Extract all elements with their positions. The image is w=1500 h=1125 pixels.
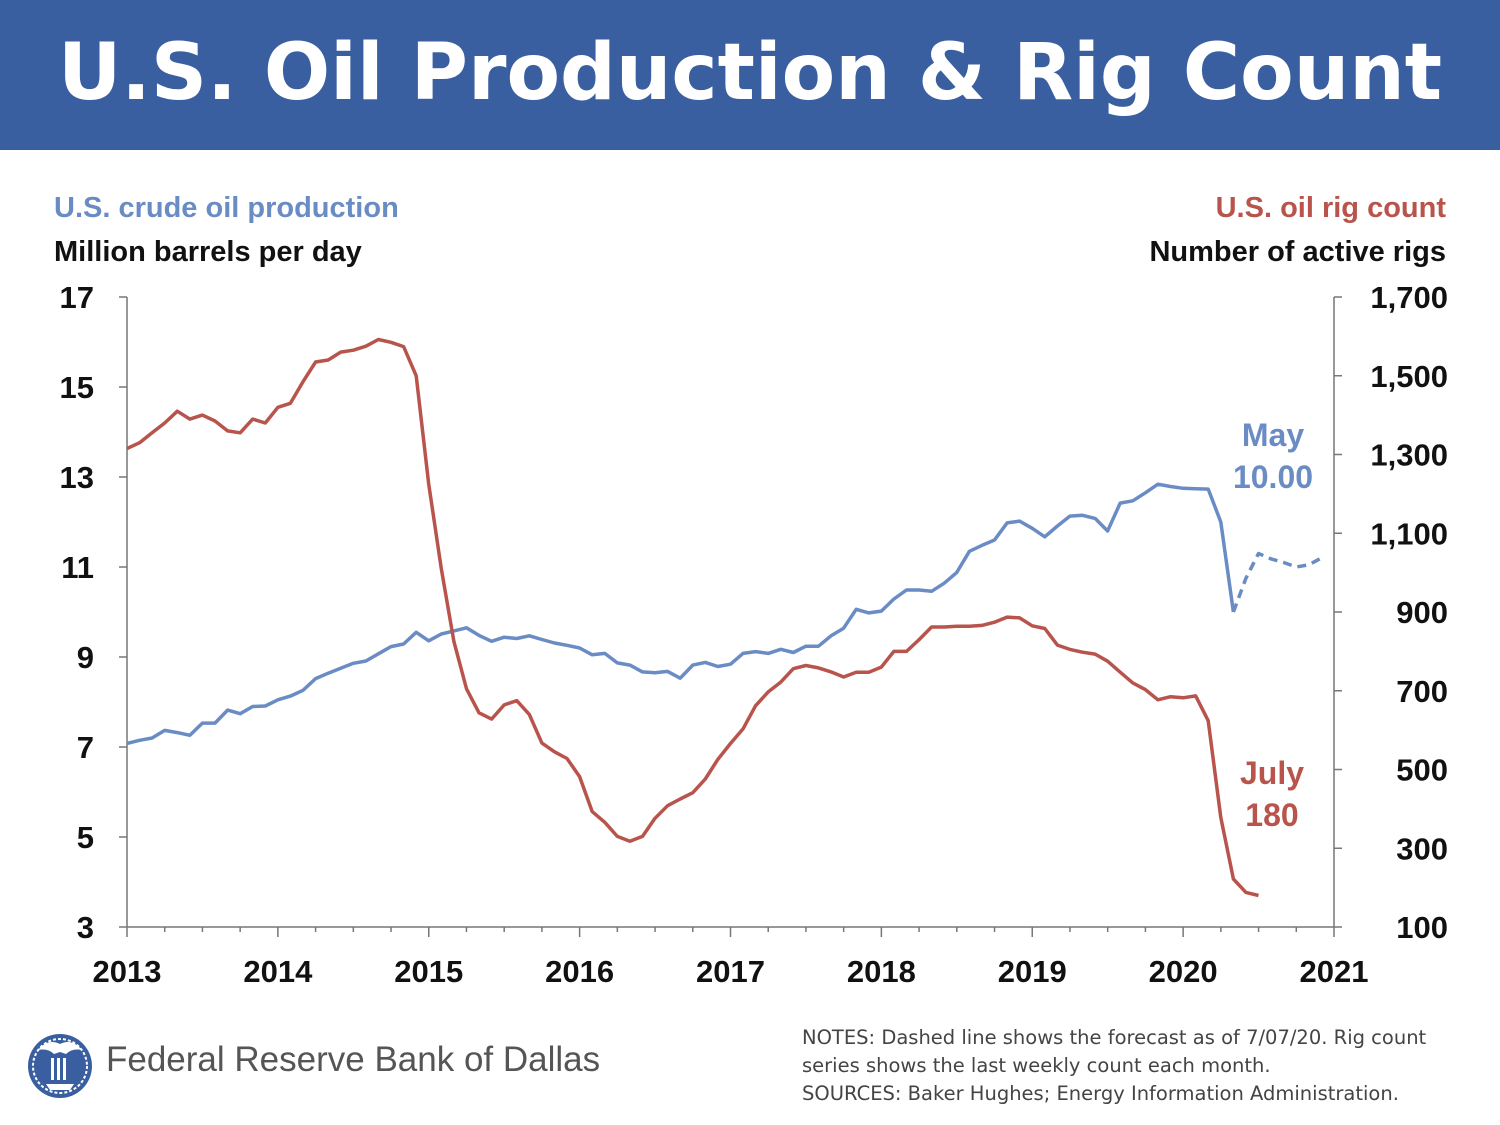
left-axis-series-label: U.S. crude oil production <box>54 192 399 224</box>
right-y-tick-label: 1,300 <box>1370 438 1448 473</box>
production-forecast-line <box>1231 551 1323 613</box>
x-tick-label: 2015 <box>394 954 463 989</box>
title-banner: U.S. Oil Production & Rig Count <box>0 0 1500 150</box>
right-axis-series-label: U.S. oil rig count <box>1215 192 1446 224</box>
right-y-tick-label: 1,700 <box>1370 280 1448 315</box>
right-y-tick-label: 700 <box>1396 674 1448 709</box>
x-tick-label: 2016 <box>545 954 614 989</box>
left-y-tick-label: 7 <box>77 730 94 765</box>
x-tick-label: 2019 <box>998 954 1067 989</box>
production-line <box>126 482 1236 746</box>
right-y-tick-label: 1,100 <box>1370 516 1448 551</box>
notes-line: NOTES: Dashed line shows the forecast as… <box>802 1026 1427 1049</box>
left-y-tick-label: 15 <box>60 370 94 405</box>
left-y-tick-label: 17 <box>60 280 94 315</box>
chart-title: U.S. Oil Production & Rig Count <box>57 28 1443 118</box>
rig-count-line <box>126 337 1259 898</box>
rig-annotation-month: July <box>1239 755 1305 791</box>
rig-annotation: July 180 <box>1232 752 1312 836</box>
x-tick-label: 2021 <box>1300 954 1369 989</box>
notes-line: series shows the last weekly count each … <box>802 1054 1271 1077</box>
right-y-tick-label: 100 <box>1396 910 1448 945</box>
x-tick-label: 2013 <box>93 954 162 989</box>
right-y-tick-label: 500 <box>1396 753 1448 788</box>
right-y-tick-label: 1,500 <box>1370 359 1448 394</box>
x-tick-label: 2020 <box>1149 954 1218 989</box>
left-axis-unit-label: Million barrels per day <box>54 236 362 268</box>
left-y-tick-label: 3 <box>77 910 94 945</box>
notes-block: NOTES: Dashed line shows the forecast as… <box>802 1024 1462 1108</box>
federal-reserve-seal-icon <box>28 1034 92 1098</box>
production-annotation: May 10.00 <box>1216 414 1330 498</box>
right-axis-unit-label: Number of active rigs <box>1149 236 1446 268</box>
left-y-tick-label: 5 <box>77 820 94 855</box>
rig-annotation-value: 180 <box>1245 797 1299 833</box>
left-y-tick-label: 11 <box>61 550 94 585</box>
x-tick-label: 2014 <box>243 954 313 989</box>
series-layer <box>126 337 1323 898</box>
right-y-tick-label: 900 <box>1396 595 1448 630</box>
organization-name: Federal Reserve Bank of Dallas <box>106 1040 601 1079</box>
left-y-tick-label: 9 <box>77 640 94 675</box>
axes-layer: 3 5 7 9 11 13 15 17 100 300 500 700 900 1,100 1,300 1,5… <box>60 280 1448 989</box>
production-annotation-value: 10.00 <box>1232 459 1314 495</box>
production-annotation-month: May <box>1241 417 1305 453</box>
sources-line: SOURCES: Baker Hughes; Energy Informatio… <box>802 1082 1399 1105</box>
x-tick-label: 2017 <box>696 954 765 989</box>
left-y-tick-label: 13 <box>60 460 94 495</box>
right-y-tick-label: 300 <box>1396 831 1448 866</box>
x-tick-label: 2018 <box>847 954 916 989</box>
